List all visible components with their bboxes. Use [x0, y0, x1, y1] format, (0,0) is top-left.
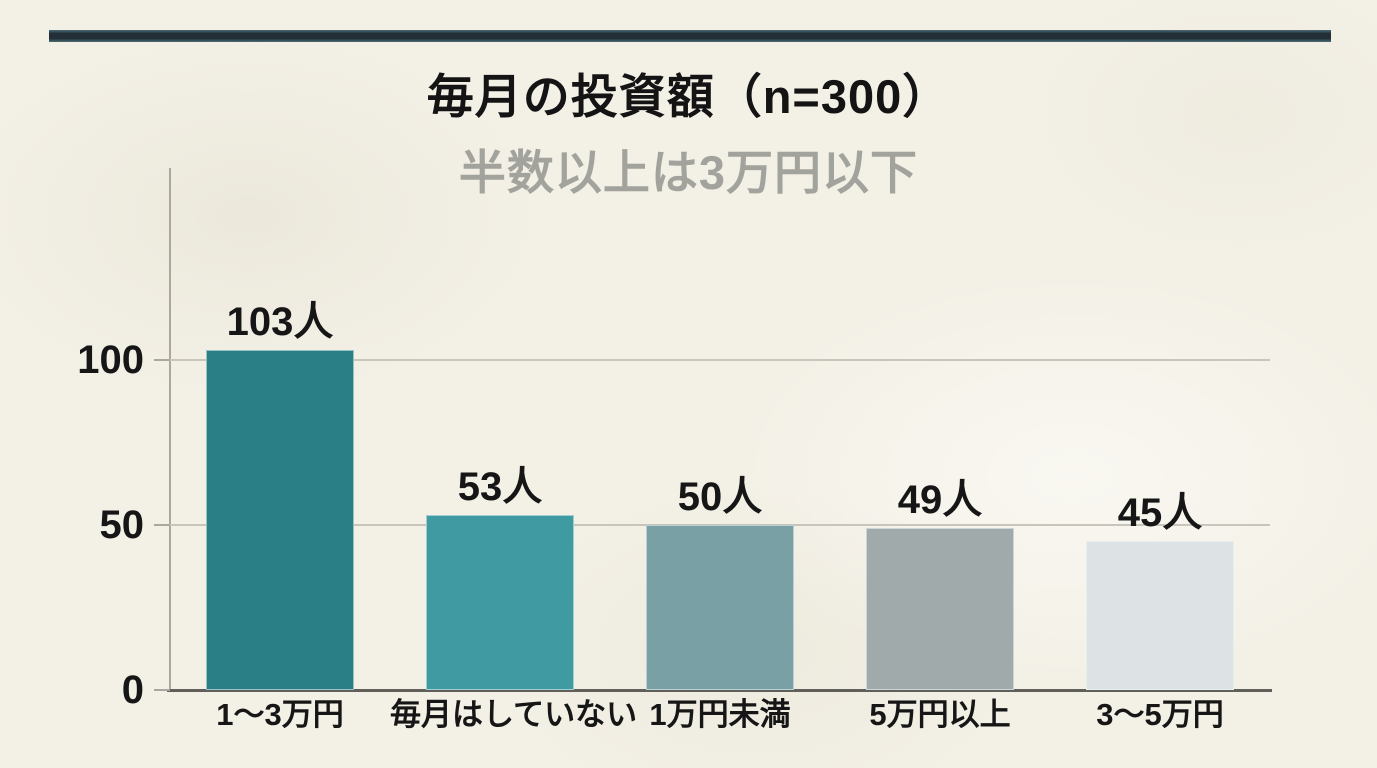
bar-chart: 0 50 100 103人 53人 50人 49人 45人 1〜3万円 毎月はしていない 1万円…: [77, 168, 1272, 732]
y-tick-mark-50: [154, 523, 170, 526]
bar-5万円以上: [866, 528, 1014, 690]
y-tick-label-0: 0: [121, 668, 144, 712]
chart-title: 毎月の投資額（n=300）: [426, 70, 951, 123]
bar-1〜3万円: [206, 349, 354, 690]
bar-value-label-3〜5万円: 45人: [1117, 491, 1203, 536]
bar-value-label-1〜3万円: 103人: [226, 299, 334, 344]
gridline-100: [170, 358, 1270, 361]
y-tick-mark-0: [154, 689, 170, 691]
y-tick-label-100: 100: [77, 337, 144, 382]
bar-value-label-毎月はしていない: 53人: [457, 464, 543, 509]
y-axis-line: [169, 168, 171, 690]
bar-毎月はしていない: [426, 514, 574, 690]
x-category-label-毎月はしていない: 毎月はしていない: [390, 697, 638, 732]
x-category-label-5万円以上: 5万円以上: [869, 697, 1011, 732]
bar-1万円未満: [646, 524, 794, 690]
y-tick-mark-100: [154, 358, 170, 361]
bar-3〜5万円: [1086, 541, 1234, 690]
x-category-label-1万円未満: 1万円未満: [649, 697, 791, 732]
top-divider-rule: [49, 30, 1331, 42]
x-category-label-3〜5万円: 3〜5万円: [1096, 697, 1224, 732]
chart-subtitle: 半数以上は3万円以下: [458, 146, 919, 199]
x-axis-line: [167, 689, 1272, 692]
y-tick-label-50: 50: [99, 502, 145, 547]
x-category-label-1〜3万円: 1〜3万円: [216, 697, 344, 732]
bar-value-label-1万円未満: 50人: [677, 474, 763, 519]
bar-value-label-5万円以上: 49人: [897, 478, 983, 523]
